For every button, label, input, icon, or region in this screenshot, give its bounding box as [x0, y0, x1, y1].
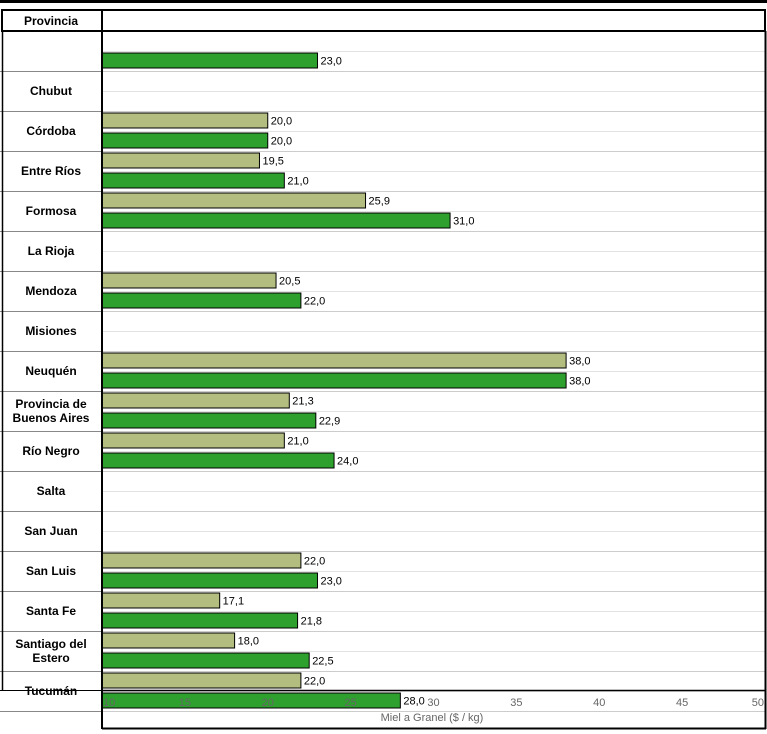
- bar-value-label: 38,0: [569, 376, 590, 388]
- x-tick-label: 45: [676, 697, 688, 709]
- bar-series-a: [101, 352, 567, 369]
- province-label: Salta: [37, 484, 66, 498]
- bar-series-b: [101, 572, 318, 589]
- bar-series-a: [101, 592, 221, 609]
- bar-series-a: [101, 272, 277, 289]
- bar-series-a: [101, 112, 269, 129]
- bar-series-a: [101, 672, 302, 689]
- province-label-line: Córdoba: [26, 124, 76, 138]
- province-label: Chubut: [30, 84, 72, 98]
- x-tick-label: 15: [179, 697, 191, 709]
- province-label-line: Estero: [32, 651, 69, 665]
- bar-value-label: 22,0: [304, 296, 325, 308]
- bar-series-b: [101, 172, 285, 189]
- bar-value-label: 17,1: [223, 596, 244, 608]
- bar-series-a: [101, 552, 302, 569]
- province-label-line: San Luis: [26, 564, 76, 578]
- bar-value-label: 22,9: [319, 416, 340, 428]
- bar-value-label: 21,0: [287, 176, 308, 188]
- bar-series-b: [101, 52, 318, 69]
- bar-series-a: [101, 192, 367, 209]
- bar-value-label: 21,3: [292, 396, 313, 408]
- bars-layer: 23,0 20,0 20,0 19,5 21,0 25,9 31,0 20,5 22,0 38,0…: [101, 52, 591, 709]
- x-tick-label: 30: [427, 697, 439, 709]
- province-label-line: San Juan: [24, 524, 77, 538]
- bar-series-b: [101, 292, 302, 309]
- province-label-line: Mendoza: [25, 284, 77, 298]
- bar-value-label: 28,0: [403, 696, 424, 708]
- x-tick-label: 35: [510, 697, 522, 709]
- bar-value-label: 31,0: [453, 216, 474, 228]
- bar-value-label: 22,0: [304, 556, 325, 568]
- province-label: Córdoba: [26, 124, 76, 138]
- province-label: Entre Ríos: [21, 164, 81, 178]
- bar-series-a: [101, 432, 285, 449]
- bar-value-label: 22,0: [304, 676, 325, 688]
- bar-series-b: [101, 212, 451, 229]
- province-label-line: Formosa: [26, 204, 77, 218]
- bar-series-a: [101, 152, 260, 169]
- bar-value-label: 19,5: [262, 156, 283, 168]
- bar-value-label: 25,9: [369, 196, 390, 208]
- province-label-line: La Rioja: [28, 244, 75, 258]
- province-label-line: Río Negro: [22, 444, 79, 458]
- bar-value-label: 20,5: [279, 276, 300, 288]
- province-label: San Juan: [24, 524, 77, 538]
- bar-series-b: [101, 412, 317, 429]
- bar-value-label: 21,8: [301, 616, 322, 628]
- province-label-line: Santiago del: [15, 637, 86, 651]
- header-label: Provincia: [24, 14, 78, 28]
- province-label: Formosa: [26, 204, 77, 218]
- province-labels: Chubut Córdoba Entre Ríos Formosa La Rioja Me…: [13, 84, 90, 698]
- province-label: San Luis: [26, 564, 76, 578]
- province-label: Neuquén: [25, 364, 76, 378]
- province-label: Río Negro: [22, 444, 79, 458]
- bar-series-a: [101, 392, 290, 409]
- province-label-line: Entre Ríos: [21, 164, 81, 178]
- x-tick-label: 25: [345, 697, 357, 709]
- province-label: Mendoza: [25, 284, 77, 298]
- bar-value-label: 21,0: [287, 436, 308, 448]
- province-label-line: Neuquén: [25, 364, 76, 378]
- x-tick-label: 20: [262, 697, 274, 709]
- province-label: La Rioja: [28, 244, 75, 258]
- province-label-line: Chubut: [30, 84, 72, 98]
- x-tick-label: 50: [752, 697, 764, 709]
- bar-series-b: [101, 612, 299, 629]
- bar-value-label: 22,5: [312, 656, 333, 668]
- bar-value-label: 38,0: [569, 356, 590, 368]
- x-tick-label: 40: [593, 697, 605, 709]
- province-label-line: Provincia de: [15, 397, 87, 411]
- x-axis-title: Miel a Granel ($ / kg): [381, 712, 484, 724]
- bar-value-label: 18,0: [238, 636, 259, 648]
- bar-series-b: [101, 132, 269, 149]
- bar-series-b: [101, 452, 335, 469]
- province-label-line: Buenos Aires: [13, 411, 90, 425]
- bar-series-b: [101, 652, 310, 669]
- x-tick-label: 10: [103, 697, 115, 709]
- bar-value-label: 23,0: [320, 576, 341, 588]
- province-label: Santiago del Estero: [15, 637, 86, 665]
- bar-value-label: 23,0: [320, 56, 341, 68]
- x-axis-ticks: 10 15 20 25 30 35 40 45 50: [103, 697, 764, 709]
- grid-layer: [0, 51, 765, 712]
- province-label-line: Santa Fe: [26, 604, 76, 618]
- bar-value-label: 24,0: [337, 456, 358, 468]
- province-label-line: Misiones: [25, 324, 77, 338]
- bar-series-a: [101, 632, 236, 649]
- province-label-line: Salta: [37, 484, 66, 498]
- province-label: Santa Fe: [26, 604, 76, 618]
- province-label: Misiones: [25, 324, 77, 338]
- bar-value-label: 20,0: [271, 116, 292, 128]
- province-label: Provincia de Buenos Aires: [13, 397, 90, 425]
- header-plot-cell: [101, 9, 766, 32]
- bar-value-label: 20,0: [271, 136, 292, 148]
- bar-series-b: [101, 372, 567, 389]
